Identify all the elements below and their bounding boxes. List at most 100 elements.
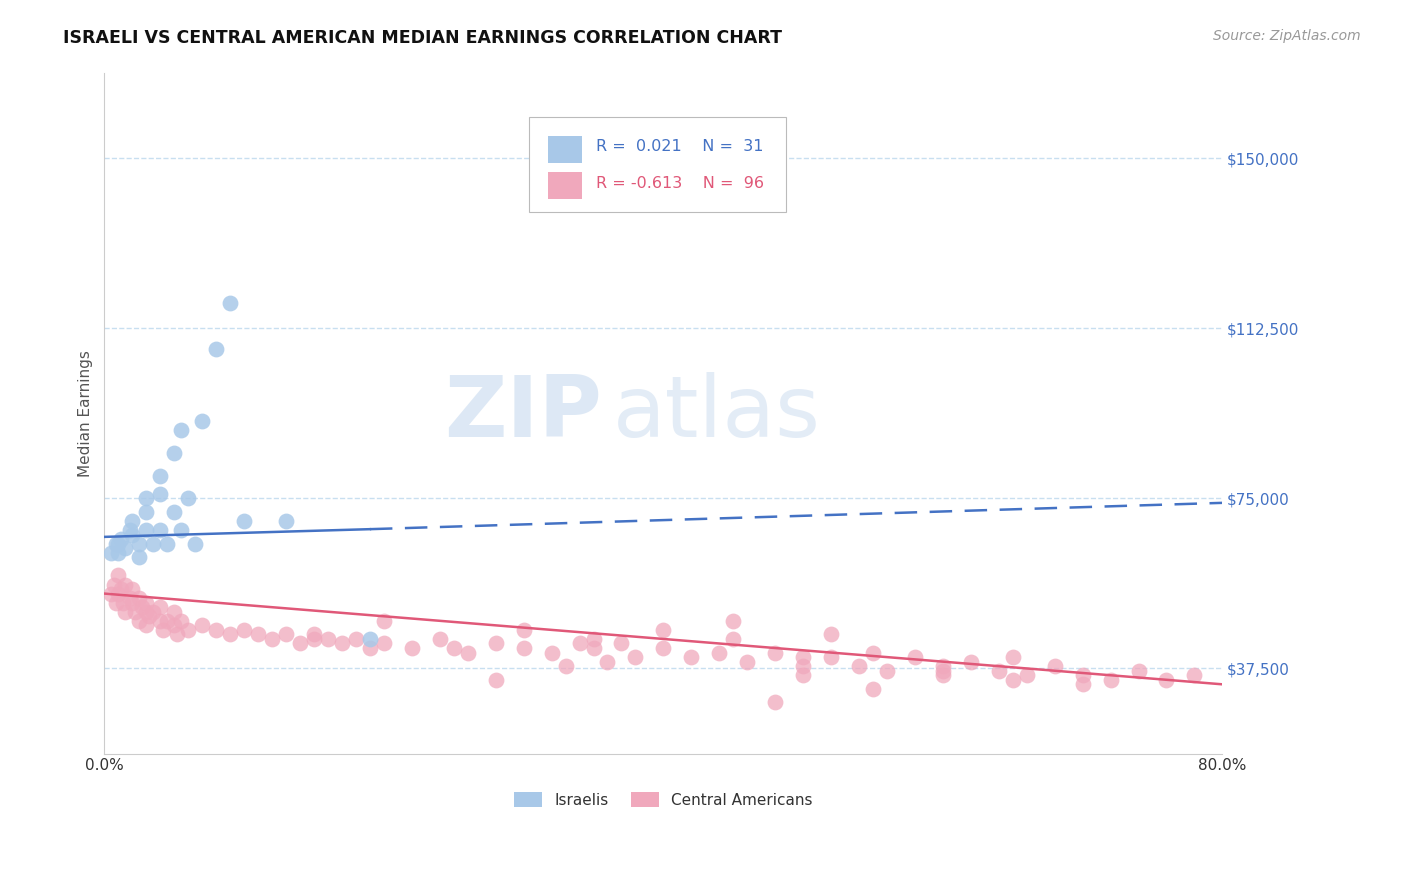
Text: R = -0.613    N =  96: R = -0.613 N = 96 <box>596 177 765 192</box>
Point <box>624 650 647 665</box>
Point <box>932 664 955 678</box>
Point <box>121 514 143 528</box>
Point <box>103 577 125 591</box>
Point <box>121 527 143 541</box>
Point <box>302 632 325 646</box>
Point <box>247 627 270 641</box>
Point <box>429 632 451 646</box>
Point <box>152 623 174 637</box>
Point <box>862 681 884 696</box>
Point <box>582 640 605 655</box>
Point <box>359 640 381 655</box>
Point <box>128 550 150 565</box>
Point <box>128 614 150 628</box>
Point <box>121 596 143 610</box>
Point <box>792 668 814 682</box>
Point <box>1001 650 1024 665</box>
Point <box>107 537 129 551</box>
Point <box>114 577 136 591</box>
Point <box>723 614 745 628</box>
Legend: Israelis, Central Americans: Israelis, Central Americans <box>508 786 818 814</box>
Point <box>170 523 193 537</box>
Point <box>373 614 395 628</box>
Point <box>163 505 186 519</box>
FancyBboxPatch shape <box>548 136 582 163</box>
Text: ZIP: ZIP <box>444 372 602 455</box>
Point <box>344 632 367 646</box>
Point <box>330 636 353 650</box>
Point <box>274 514 297 528</box>
Point <box>142 605 165 619</box>
Text: Source: ZipAtlas.com: Source: ZipAtlas.com <box>1213 29 1361 44</box>
Point <box>114 541 136 556</box>
Point <box>110 532 132 546</box>
Point <box>135 491 157 506</box>
Point <box>114 605 136 619</box>
Point <box>149 523 172 537</box>
Point <box>1043 659 1066 673</box>
Point <box>135 596 157 610</box>
Point <box>100 546 122 560</box>
Point <box>582 632 605 646</box>
Point <box>443 640 465 655</box>
Point <box>149 468 172 483</box>
Point <box>262 632 284 646</box>
Point <box>128 591 150 606</box>
Point <box>820 650 842 665</box>
Point <box>163 605 186 619</box>
Point <box>118 523 141 537</box>
Point <box>166 627 188 641</box>
Point <box>138 609 160 624</box>
Point <box>512 640 534 655</box>
Point <box>792 659 814 673</box>
Point <box>124 605 146 619</box>
Point <box>288 636 311 650</box>
Point <box>681 650 703 665</box>
Point <box>652 640 675 655</box>
Point <box>1156 673 1178 687</box>
Point <box>149 600 172 615</box>
Point <box>191 618 214 632</box>
Point <box>862 646 884 660</box>
Point <box>876 664 898 678</box>
Point <box>135 523 157 537</box>
Point <box>1015 668 1038 682</box>
Point <box>1071 668 1094 682</box>
Point <box>128 537 150 551</box>
FancyBboxPatch shape <box>548 171 582 199</box>
Point <box>163 446 186 460</box>
Point <box>274 627 297 641</box>
Point <box>177 491 200 506</box>
Point <box>359 632 381 646</box>
Point <box>401 640 423 655</box>
Point <box>568 636 591 650</box>
Point <box>177 623 200 637</box>
FancyBboxPatch shape <box>529 117 786 212</box>
Point <box>652 623 675 637</box>
Y-axis label: Median Earnings: Median Earnings <box>79 350 93 476</box>
Point <box>149 614 172 628</box>
Point <box>107 586 129 600</box>
Text: ISRAELI VS CENTRAL AMERICAN MEDIAN EARNINGS CORRELATION CHART: ISRAELI VS CENTRAL AMERICAN MEDIAN EARNI… <box>63 29 782 47</box>
Point <box>485 636 508 650</box>
Point <box>110 582 132 596</box>
Point <box>191 414 214 428</box>
Point <box>135 605 157 619</box>
Point <box>904 650 927 665</box>
Point <box>135 505 157 519</box>
Point <box>1001 673 1024 687</box>
Point <box>1071 677 1094 691</box>
Point <box>121 582 143 596</box>
Point <box>932 668 955 682</box>
Point <box>219 627 242 641</box>
Text: R =  0.021    N =  31: R = 0.021 N = 31 <box>596 139 763 154</box>
Point <box>163 618 186 632</box>
Point <box>149 487 172 501</box>
Point <box>959 655 981 669</box>
Point <box>233 514 256 528</box>
Point <box>233 623 256 637</box>
Point <box>219 296 242 310</box>
Point <box>457 646 479 660</box>
Point <box>142 537 165 551</box>
Point <box>184 537 207 551</box>
